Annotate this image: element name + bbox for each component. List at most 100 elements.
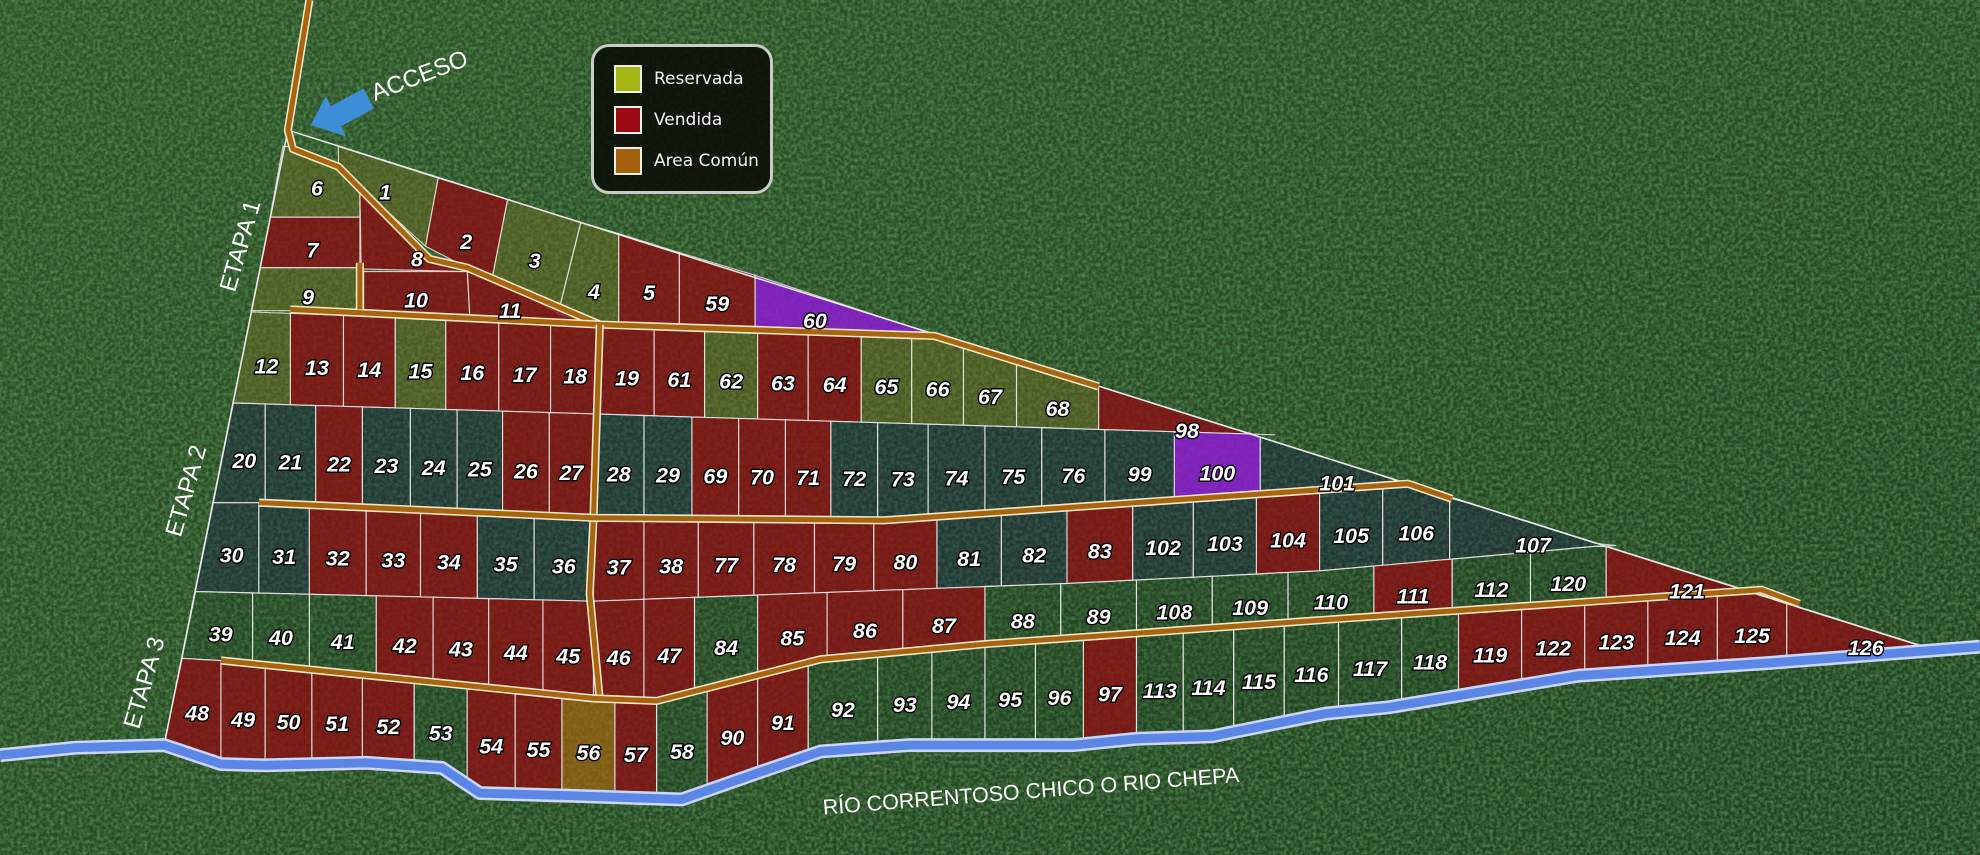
lot-number-label: 122 — [1535, 636, 1571, 660]
lot-number-label: 8 — [411, 247, 423, 271]
legend-item-reserved: Reservada — [614, 65, 744, 93]
lot-number-label: 102 — [1145, 536, 1181, 560]
lot-number-label: 108 — [1156, 600, 1192, 624]
lot-number-label: 55 — [527, 738, 552, 762]
lot-number-label: 13 — [305, 356, 329, 380]
lot-number-label: 72 — [842, 467, 866, 491]
lot-number-label: 11 — [499, 299, 521, 323]
lot-number-label: 97 — [1098, 683, 1123, 707]
legend-swatch-sold — [614, 106, 642, 134]
lot-number-label: 23 — [373, 454, 398, 478]
lot-number-label: 88 — [1011, 609, 1035, 633]
lot-number-label: 24 — [421, 456, 446, 480]
lot-number-label: 57 — [624, 743, 649, 767]
lot-number-label: 47 — [656, 644, 682, 668]
lot-number-label: 87 — [932, 614, 957, 638]
lot-number-label: 68 — [1046, 397, 1070, 421]
lot-number-label: 31 — [272, 545, 296, 569]
lot-number-label: 106 — [1398, 522, 1435, 546]
legend-swatch-common-area — [614, 147, 642, 175]
lot-number-label: 49 — [230, 708, 255, 732]
lot-number-label: 58 — [670, 740, 694, 764]
lot-number-label: 116 — [1294, 663, 1329, 687]
lot-number-label: 124 — [1665, 626, 1701, 650]
lot-number-label: 77 — [714, 554, 739, 578]
lot-number-label: 110 — [1314, 591, 1348, 615]
access-road — [285, 0, 601, 327]
lot-number-label: 103 — [1207, 532, 1243, 556]
arrow-down-left-icon — [310, 88, 374, 137]
lot-number-label: 40 — [268, 626, 293, 650]
lot-number-label: 63 — [771, 371, 795, 395]
lot-number-label: 76 — [1061, 464, 1086, 488]
lot-number-label: 107 — [1515, 534, 1552, 558]
lot-number-label: 33 — [381, 549, 405, 573]
lot-number-label: 105 — [1333, 524, 1370, 548]
lot-number-label: 73 — [891, 467, 915, 491]
lot-number-label: 16 — [460, 361, 485, 385]
lot-number-label: 91 — [771, 711, 795, 735]
lot-number-label: 95 — [998, 688, 1023, 712]
lot-number-label: 43 — [448, 638, 473, 662]
lot-number-label: 78 — [772, 553, 796, 577]
lot-number-label: 89 — [1087, 605, 1111, 629]
lot-number-label: 62 — [719, 370, 743, 394]
lot-number-label: 65 — [875, 375, 900, 399]
lot-number-label: 36 — [552, 555, 577, 579]
lot-number-label: 93 — [893, 693, 917, 717]
lot-number-label: 26 — [513, 459, 539, 483]
lot-number-label: 71 — [796, 466, 820, 490]
lot-number-label: 45 — [555, 644, 581, 668]
lot-number-label: 86 — [853, 619, 878, 643]
lot-number-label: 15 — [409, 360, 434, 384]
lot-number-label: 111 — [1397, 584, 1430, 608]
lot-number-label: 5 — [643, 281, 656, 305]
lot-number-label: 66 — [926, 377, 951, 401]
lot-number-label: 52 — [376, 715, 400, 739]
lot-number-label: 83 — [1088, 540, 1112, 564]
lot-number-label: 67 — [978, 385, 1003, 409]
road-1 — [290, 306, 1100, 389]
legend: Reservada Vendida Area Común — [591, 44, 773, 194]
lot-number-label: 114 — [1191, 676, 1225, 700]
lot-number-label: 125 — [1734, 624, 1771, 648]
lot-number-label: 6 — [311, 177, 324, 201]
lot-number-label: 81 — [957, 547, 981, 571]
roads-layer — [220, 0, 1801, 706]
lot-number-label: 10 — [404, 289, 428, 313]
lot-number-label: 4 — [587, 280, 600, 304]
lot-number-label: 12 — [254, 354, 278, 378]
lot-number-label: 50 — [277, 710, 301, 734]
lot-number-label: 29 — [655, 463, 680, 487]
lot-number-label: 115 — [1242, 670, 1277, 694]
lot-number-label: 80 — [893, 550, 917, 574]
lot-number-label: 109 — [1232, 596, 1268, 620]
lot-number-label: 3 — [529, 249, 541, 273]
lot-number-label: 28 — [606, 463, 631, 487]
road-2 — [258, 481, 1453, 523]
legend-label: Reservada — [654, 69, 744, 89]
lot-number-label: 9 — [302, 285, 314, 309]
lot-number-label: 94 — [946, 690, 970, 714]
lot-number-label: 17 — [513, 363, 538, 387]
lot-number-label: 37 — [607, 555, 632, 579]
lot-number-label: 96 — [1048, 686, 1073, 710]
lot-number-label: 56 — [577, 741, 602, 765]
lot-number-label: 51 — [325, 712, 349, 736]
lot-number-label: 118 — [1413, 651, 1447, 675]
lot-number-label: 2 — [459, 230, 472, 254]
lot-number-label: 60 — [803, 309, 827, 333]
lot-number-label: 30 — [220, 544, 244, 568]
lot-number-label: 99 — [1128, 463, 1152, 487]
lot-number-label: 34 — [437, 551, 461, 575]
lot-number-label: 25 — [467, 458, 493, 482]
lot-number-label: 74 — [945, 466, 969, 490]
lot-number-label: 41 — [330, 630, 355, 654]
lot-number-label: 112 — [1474, 578, 1508, 602]
lot-number-label: 22 — [326, 452, 351, 476]
lot-number-label: 27 — [558, 461, 584, 485]
lot-number-label: 123 — [1598, 631, 1634, 655]
lot-number-label: 48 — [184, 701, 209, 725]
lot-number-label: 18 — [563, 365, 587, 389]
